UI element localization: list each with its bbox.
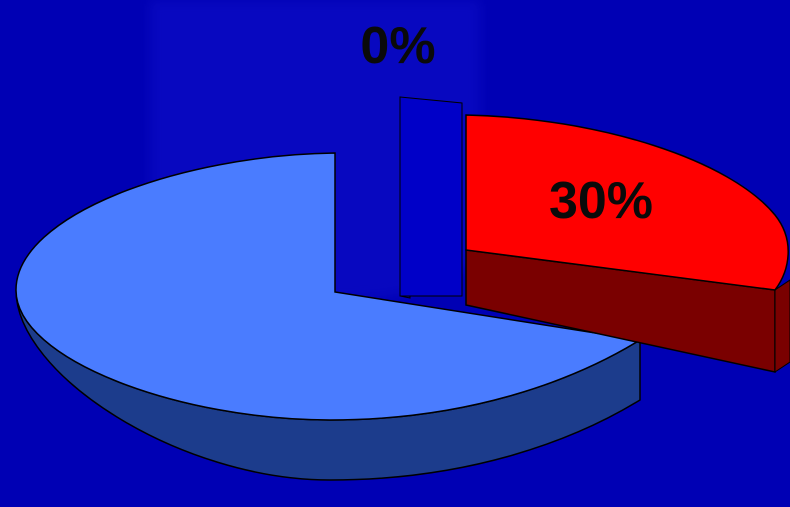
pie-slice-30-edge bbox=[774, 279, 790, 373]
pie-slice-0 bbox=[399, 96, 463, 297]
pie-slice-30 bbox=[465, 114, 789, 291]
slice-label-30: 30% bbox=[549, 172, 653, 230]
slice-label-0: 0% bbox=[360, 17, 435, 75]
pie-slice-70 bbox=[15, 152, 643, 421]
